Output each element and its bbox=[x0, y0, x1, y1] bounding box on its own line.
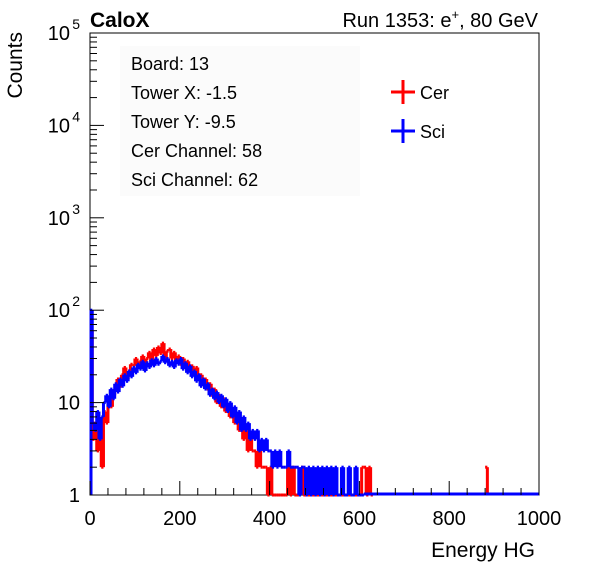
info-cer-channel: Cer Channel: 58 bbox=[131, 141, 262, 161]
y-tick-exponent: 5 bbox=[72, 16, 80, 32]
legend-sci-marker bbox=[391, 119, 415, 143]
y-tick-exponent: 4 bbox=[72, 108, 80, 124]
y-tick-exponent: 3 bbox=[72, 201, 80, 217]
legend-cer-marker bbox=[391, 80, 415, 104]
info-sci-channel: Sci Channel: 62 bbox=[131, 170, 258, 190]
y-tick-label: 10 bbox=[48, 23, 70, 45]
calox-label: CaloX bbox=[90, 9, 150, 32]
info-tower-y: Tower Y: -9.5 bbox=[131, 112, 236, 132]
x-tick-label: 0 bbox=[84, 508, 95, 530]
info-tower-x: Tower X: -1.5 bbox=[131, 83, 237, 103]
legend-sci-label: Sci bbox=[420, 122, 445, 142]
y-tick-exponent: 2 bbox=[72, 293, 80, 309]
x-tick-label: 1000 bbox=[517, 508, 562, 530]
y-tick-label: 10 bbox=[48, 208, 70, 230]
y-tick-label: 10 bbox=[48, 115, 70, 137]
series-layer bbox=[89, 308, 539, 497]
info-board: Board: 13 bbox=[131, 54, 209, 74]
legend: Cer Sci bbox=[391, 80, 449, 143]
series-cer bbox=[89, 329, 489, 497]
x-tick-label: 200 bbox=[163, 508, 196, 530]
y-tick-label: 10 bbox=[48, 300, 70, 322]
legend-cer-label: Cer bbox=[420, 83, 449, 103]
y-tick-label: 10 bbox=[58, 393, 80, 415]
run-label: Run 1353: e+, 80 GeV bbox=[342, 7, 538, 32]
info-box: Board: 13 Tower X: -1.5 Tower Y: -9.5 Ce… bbox=[120, 46, 360, 196]
x-axis-title: Energy HG bbox=[431, 539, 535, 562]
x-tick-label: 800 bbox=[433, 508, 466, 530]
series-sci bbox=[89, 308, 539, 497]
y-tick-label: 1 bbox=[69, 485, 80, 507]
x-tick-label: 600 bbox=[343, 508, 376, 530]
y-axis-title: Counts bbox=[4, 32, 27, 99]
x-tick-label: 400 bbox=[253, 508, 286, 530]
info-box-background bbox=[120, 46, 360, 196]
